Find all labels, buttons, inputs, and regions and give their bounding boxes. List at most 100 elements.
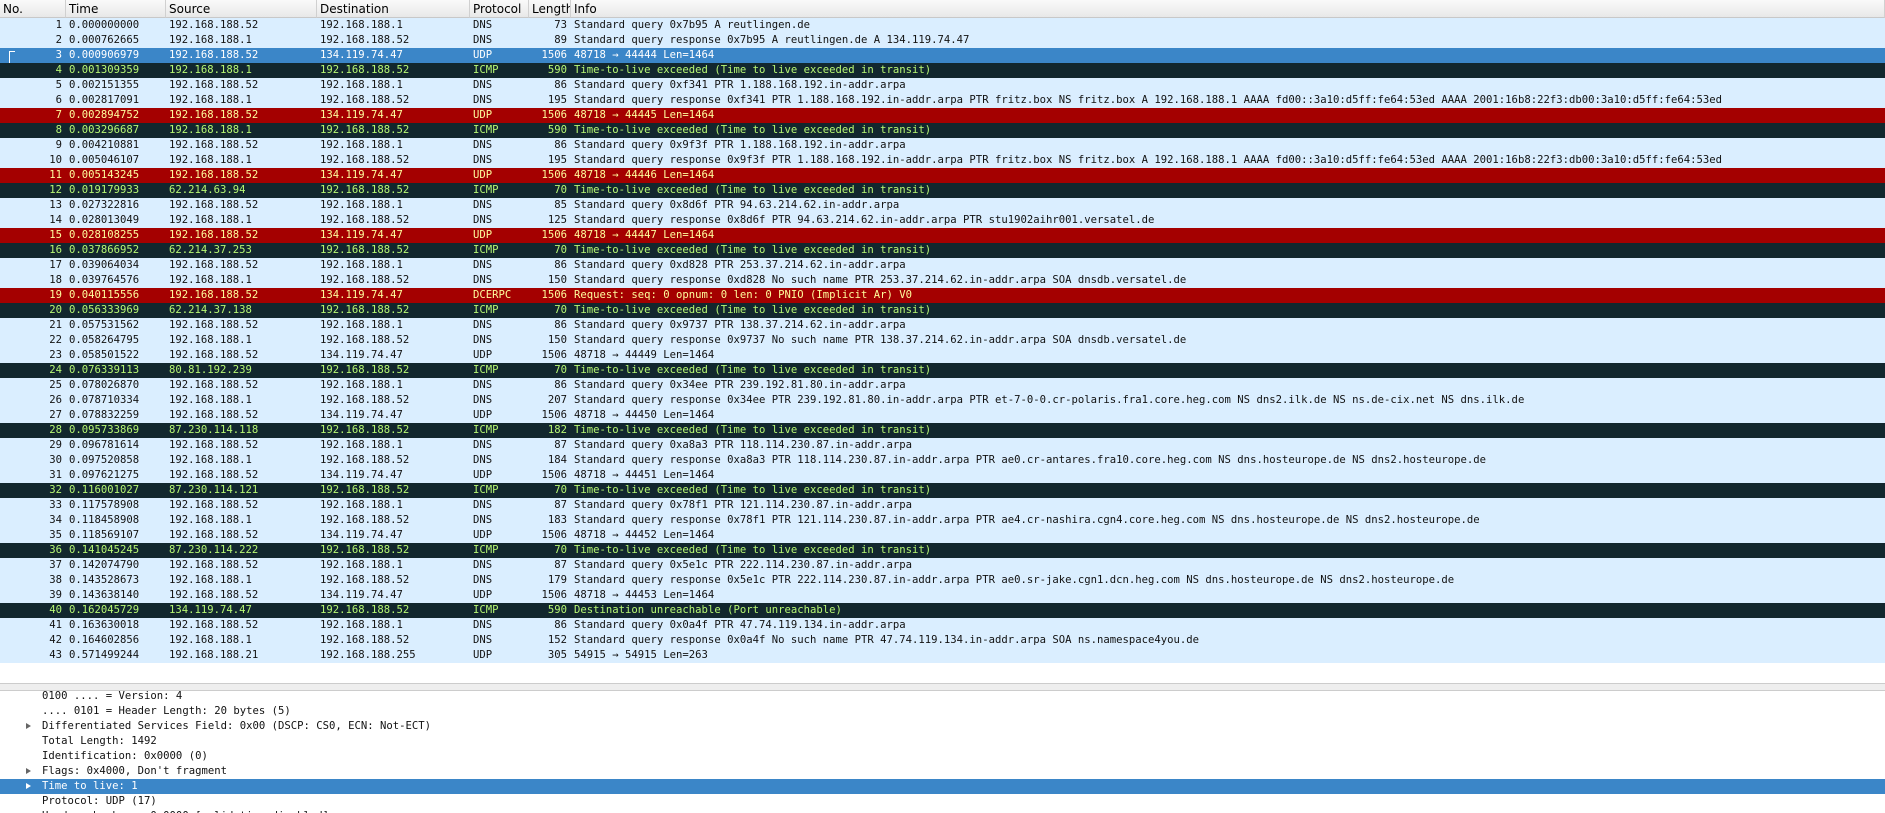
- packet-row[interactable]: 40 0.162045729 134.119.74.47 192.168.188.52…: [0, 603, 1885, 618]
- packet-row[interactable]: 12 0.019179933 62.214.63.94 192.168.188.52 I…: [0, 183, 1885, 198]
- column-header[interactable]: Length: [529, 0, 571, 18]
- protocol: UDP: [473, 109, 493, 121]
- packet-row[interactable]: 14 0.028013049 192.168.188.1 192.168.188.52…: [0, 213, 1885, 228]
- detail-line[interactable]: 0100 .... = Version: 4: [0, 689, 1885, 704]
- expander[interactable]: [26, 768, 31, 774]
- info: 48718 → 44444 Len=1464: [574, 49, 715, 61]
- packet-row[interactable]: 28 0.095733869 87.230.114.118 192.168.188.5…: [0, 423, 1885, 438]
- packet-row[interactable]: 2 0.000762665 192.168.188.1 192.168.188.52 D…: [0, 33, 1885, 48]
- packet-row[interactable]: 33 0.117578908 192.168.188.52 192.168.188.1…: [0, 498, 1885, 513]
- packet-row[interactable]: 6 0.002817091 192.168.188.1 192.168.188.52 D…: [0, 93, 1885, 108]
- protocol: ICMP: [473, 364, 499, 376]
- packet-row[interactable]: 21 0.057531562 192.168.188.52 192.168.188.1…: [0, 318, 1885, 333]
- detail-line[interactable]: .... 0101 = Header Length: 20 bytes (5): [0, 704, 1885, 719]
- protocol: ICMP: [473, 604, 499, 616]
- length: 1506: [541, 169, 567, 181]
- detail-text: Flags: 0x4000, Don't fragment: [42, 765, 227, 777]
- time: 0.039764576: [69, 274, 140, 286]
- destination: 192.168.188.1: [320, 319, 403, 331]
- source: 192.168.188.52: [169, 79, 259, 91]
- protocol: DNS: [473, 454, 493, 466]
- time: 0.039064034: [69, 259, 140, 271]
- packet-row[interactable]: 15 0.028108255 192.168.188.52 134.119.74.47…: [0, 228, 1885, 243]
- protocol: DCERPC: [473, 289, 512, 301]
- packet-row[interactable]: 5 0.002151355 192.168.188.52 192.168.188.1 D…: [0, 78, 1885, 93]
- length: 87: [554, 439, 567, 451]
- packet-number: 28: [49, 424, 62, 436]
- packet-row[interactable]: 8 0.003296687 192.168.188.1 192.168.188.52 I…: [0, 123, 1885, 138]
- packet-row[interactable]: 18 0.039764576 192.168.188.1 192.168.188.52…: [0, 273, 1885, 288]
- destination: 192.168.188.1: [320, 499, 403, 511]
- packet-row[interactable]: 43 0.571499244 192.168.188.21 192.168.188.2…: [0, 648, 1885, 663]
- column-header[interactable]: Info: [571, 0, 1885, 18]
- packet-row[interactable]: 24 0.076339113 80.81.192.239 192.168.188.52…: [0, 363, 1885, 378]
- expander[interactable]: [26, 723, 31, 729]
- packet-row[interactable]: 1 0.000000000 192.168.188.52 192.168.188.1 D…: [0, 18, 1885, 33]
- destination: 192.168.188.1: [320, 259, 403, 271]
- column-header[interactable]: No.: [0, 0, 66, 18]
- packet-row[interactable]: 25 0.078026870 192.168.188.52 192.168.188.1…: [0, 378, 1885, 393]
- protocol: DNS: [473, 79, 493, 91]
- detail-line[interactable]: Time to live: 1: [0, 779, 1885, 794]
- packet-row[interactable]: 41 0.163630018 192.168.188.52 192.168.188.1…: [0, 618, 1885, 633]
- packet-row[interactable]: 38 0.143528673 192.168.188.1 192.168.188.52…: [0, 573, 1885, 588]
- packet-number: 32: [49, 484, 62, 496]
- packet-row[interactable]: 19 0.040115556 192.168.188.52 134.119.74.47…: [0, 288, 1885, 303]
- packet-row[interactable]: 17 0.039064034 192.168.188.52 192.168.188.1…: [0, 258, 1885, 273]
- packet-row[interactable]: 3 0.000906979 192.168.188.52 134.119.74.47 U…: [0, 48, 1885, 64]
- packet-row[interactable]: 23 0.058501522 192.168.188.52 134.119.74.47…: [0, 348, 1885, 363]
- time: 0.116001027: [69, 484, 140, 496]
- packet-row[interactable]: 22 0.058264795 192.168.188.1 192.168.188.52…: [0, 333, 1885, 348]
- destination: 192.168.188.52: [320, 214, 410, 226]
- packet-row[interactable]: 42 0.164602856 192.168.188.1 192.168.188.52…: [0, 633, 1885, 648]
- info: Standard query 0x0a4f PTR 47.74.119.134.…: [574, 619, 906, 631]
- column-header[interactable]: Destination: [317, 0, 470, 18]
- source: 192.168.188.52: [169, 559, 259, 571]
- packet-row[interactable]: 9 0.004210881 192.168.188.52 192.168.188.1 D…: [0, 138, 1885, 153]
- pane-splitter[interactable]: [0, 683, 1885, 691]
- packet-row[interactable]: 7 0.002894752 192.168.188.52 134.119.74.47 U…: [0, 108, 1885, 123]
- info: Standard query response 0x0a4f No such n…: [574, 634, 1200, 646]
- source: 192.168.188.52: [169, 469, 259, 481]
- column-header[interactable]: Source: [166, 0, 317, 18]
- packet-row[interactable]: 30 0.097520858 192.168.188.1 192.168.188.52…: [0, 453, 1885, 468]
- detail-line[interactable]: Header checksum: 0x0000 [validation disa…: [0, 809, 1885, 813]
- time: 0.000906979: [69, 49, 140, 61]
- packet-number: 38: [49, 574, 62, 586]
- packet-row[interactable]: 27 0.078832259 192.168.188.52 134.119.74.47…: [0, 408, 1885, 423]
- info: Destination unreachable (Port unreachabl…: [574, 604, 842, 616]
- packet-row[interactable]: 16 0.037866952 62.214.37.253 192.168.188.52…: [0, 243, 1885, 258]
- detail-line[interactable]: Differentiated Services Field: 0x00 (DSC…: [0, 719, 1885, 734]
- packet-row[interactable]: 37 0.142074790 192.168.188.52 192.168.188.1…: [0, 558, 1885, 573]
- packet-row[interactable]: 39 0.143638140 192.168.188.52 134.119.74.47…: [0, 588, 1885, 603]
- packet-row[interactable]: 10 0.005046107 192.168.188.1 192.168.188.52…: [0, 153, 1885, 168]
- source: 87.230.114.222: [169, 544, 259, 556]
- packet-row[interactable]: 35 0.118569107 192.168.188.52 134.119.74.47…: [0, 528, 1885, 543]
- length: 195: [547, 154, 567, 166]
- packet-row[interactable]: 20 0.056333969 62.214.37.138 192.168.188.52…: [0, 303, 1885, 318]
- packet-row[interactable]: 26 0.078710334 192.168.188.1 192.168.188.52…: [0, 393, 1885, 408]
- protocol: DNS: [473, 19, 493, 31]
- packet-row[interactable]: 11 0.005143245 192.168.188.52 134.119.74.47…: [0, 168, 1885, 183]
- packet-row[interactable]: 32 0.116001027 87.230.114.121 192.168.188.5…: [0, 483, 1885, 498]
- packet-row[interactable]: 29 0.096781614 192.168.188.52 192.168.188.1…: [0, 438, 1885, 453]
- detail-line[interactable]: Total Length: 1492: [0, 734, 1885, 749]
- packet-row[interactable]: 36 0.141045245 87.230.114.222 192.168.188.5…: [0, 543, 1885, 558]
- detail-line[interactable]: Flags: 0x4000, Don't fragment: [0, 764, 1885, 779]
- length: 150: [547, 334, 567, 346]
- packet-row[interactable]: 13 0.027322816 192.168.188.52 192.168.188.1…: [0, 198, 1885, 213]
- length: 590: [547, 604, 567, 616]
- destination: 192.168.188.52: [320, 154, 410, 166]
- packet-row[interactable]: 4 0.001309359 192.168.188.1 192.168.188.52 I…: [0, 63, 1885, 78]
- packet-row[interactable]: 31 0.097621275 192.168.188.52 134.119.74.47…: [0, 468, 1885, 483]
- detail-line[interactable]: Protocol: UDP (17): [0, 794, 1885, 809]
- packet-row[interactable]: 34 0.118458908 192.168.188.1 192.168.188.52…: [0, 513, 1885, 528]
- detail-line[interactable]: Identification: 0x0000 (0): [0, 749, 1885, 764]
- expander[interactable]: [26, 783, 31, 789]
- protocol: ICMP: [473, 544, 499, 556]
- column-header[interactable]: Protocol: [470, 0, 529, 18]
- time: 0.096781614: [69, 439, 140, 451]
- destination: 192.168.188.255: [320, 649, 416, 661]
- column-header[interactable]: Time: [66, 0, 166, 18]
